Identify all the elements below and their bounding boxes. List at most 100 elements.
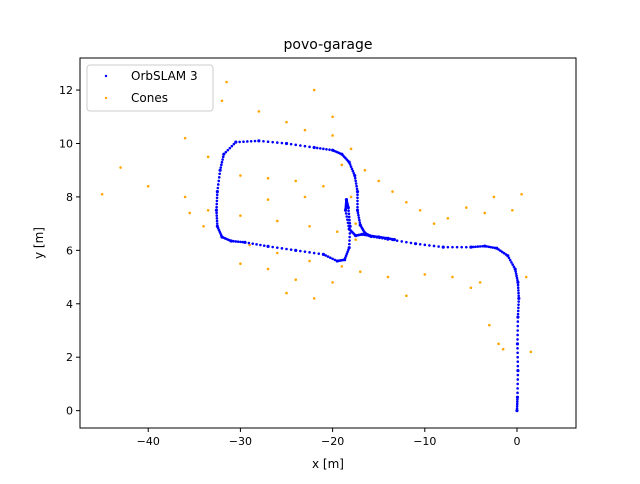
orbslam-point <box>358 218 361 222</box>
orbslam-point <box>347 209 350 213</box>
orbslam-point <box>517 306 520 310</box>
orbslam-point <box>493 246 497 250</box>
orbslam-point <box>215 189 219 194</box>
orbslam-point <box>220 163 223 167</box>
orbslam-point <box>356 199 359 203</box>
orbslam-point <box>215 216 219 220</box>
cones-point <box>354 222 357 225</box>
orbslam-point <box>257 139 261 143</box>
orbslam-point <box>516 398 519 401</box>
cones-point <box>266 267 270 271</box>
orbslam-point <box>515 276 519 280</box>
orbslam-point <box>299 249 302 253</box>
cones-point <box>354 238 357 241</box>
cones-point <box>183 136 187 140</box>
legend-marker-orbslam <box>104 74 108 78</box>
orbslam-point <box>344 256 347 259</box>
orbslam-point <box>289 248 293 251</box>
orbslam-point <box>218 168 222 172</box>
orbslam-point <box>516 347 519 350</box>
orbslam-point <box>516 351 519 355</box>
orbslam-point <box>303 250 307 253</box>
cones-point <box>331 115 334 119</box>
orbslam-point <box>499 249 502 253</box>
orbslam-point <box>464 245 468 249</box>
orbslam-point <box>352 172 356 175</box>
orbslam-point <box>222 152 226 156</box>
orbslam-point <box>516 382 519 386</box>
orbslam-point <box>251 242 255 245</box>
orbslam-point <box>516 329 519 332</box>
orbslam-point <box>226 148 230 152</box>
orbslam-point <box>516 338 519 341</box>
orbslam-point <box>451 245 454 249</box>
orbslam-point <box>347 246 351 250</box>
cones-point <box>220 99 224 103</box>
orbslam-point <box>354 182 358 185</box>
orbslam-point <box>516 280 520 285</box>
cones-point <box>266 176 270 180</box>
cones-point <box>451 275 454 279</box>
x-tick-label: −10 <box>413 435 436 448</box>
orbslam-point <box>356 202 359 206</box>
orbslam-point <box>228 146 232 150</box>
orbslam-point <box>355 208 360 212</box>
cones-point <box>423 273 427 276</box>
orbslam-point <box>315 146 319 150</box>
orbslam-point <box>294 248 298 252</box>
orbslam-point <box>241 240 245 244</box>
orbslam-point <box>348 239 351 242</box>
orbslam-point <box>515 407 519 410</box>
orbslam-point <box>280 141 284 145</box>
orbslam-point <box>234 140 238 144</box>
y-tick-label: 8 <box>66 191 73 204</box>
cones-point <box>446 216 450 220</box>
orbslam-point <box>516 368 520 373</box>
orbslam-point <box>516 312 520 316</box>
orbslam-point <box>299 144 302 147</box>
orbslam-point <box>347 224 350 228</box>
orbslam-point <box>243 240 247 244</box>
orbslam-point <box>266 140 270 144</box>
orbslam-point <box>215 199 219 203</box>
orbslam-point <box>507 256 511 260</box>
orbslam-point <box>441 245 445 249</box>
cones-point <box>308 259 311 263</box>
orbslam-point <box>514 272 518 275</box>
orbslam-point <box>285 247 288 251</box>
orbslam-point <box>312 251 316 255</box>
orbslam-point <box>346 218 349 221</box>
orbslam-point <box>517 291 520 295</box>
plot-frame <box>79 57 577 429</box>
cones-point <box>257 110 261 113</box>
orbslam-point <box>322 147 325 151</box>
orbslam-point <box>517 296 521 301</box>
orbslam-point <box>516 320 520 323</box>
cones-point <box>331 281 334 284</box>
orbslam-point <box>356 211 360 215</box>
orbslam-point <box>347 212 351 216</box>
cones-point <box>501 347 505 351</box>
orbslam-point <box>481 244 484 248</box>
orbslam-point <box>478 245 482 248</box>
orbslam-point <box>356 205 359 209</box>
orbslam-point <box>517 294 520 298</box>
orbslam-point <box>232 239 235 243</box>
orbslam-point <box>246 140 249 143</box>
cones-point <box>349 147 353 151</box>
cones-point <box>100 192 104 196</box>
orbslam-point <box>502 251 506 255</box>
orbslam-point <box>343 208 348 212</box>
orbslam-point <box>219 166 223 169</box>
orbslam-point <box>500 250 504 254</box>
orbslam-point <box>242 140 245 144</box>
orbslam-point <box>356 193 359 196</box>
cones-point <box>188 211 192 215</box>
orbslam-point <box>355 184 358 188</box>
orbslam-point <box>516 373 520 377</box>
orbslam-point <box>516 360 520 363</box>
cones-point <box>331 134 334 137</box>
orbslam-point <box>515 404 519 408</box>
cones-point <box>285 120 288 124</box>
